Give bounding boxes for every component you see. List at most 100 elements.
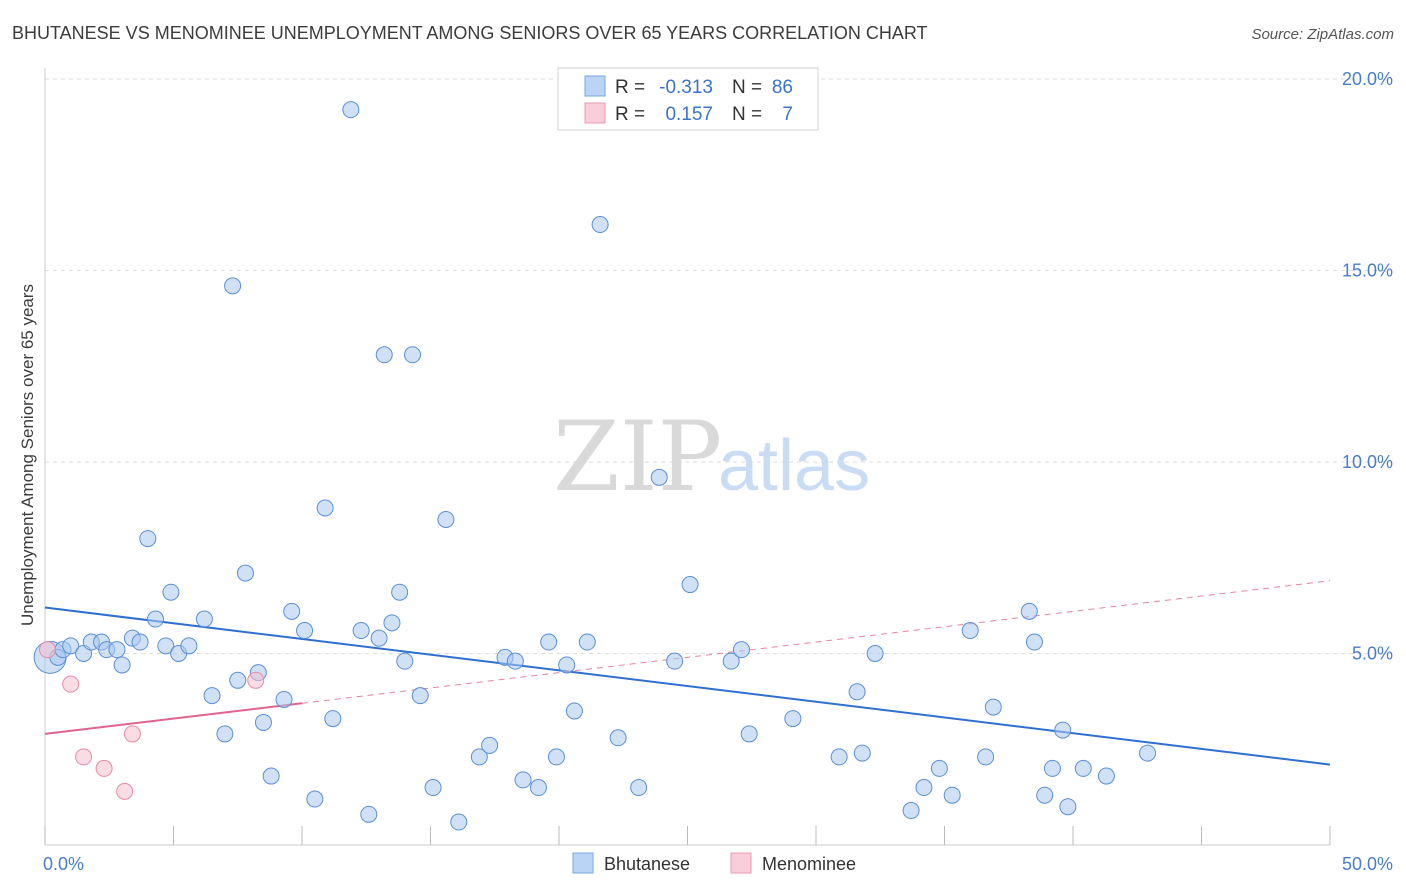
- point-bhutanese: [113, 656, 131, 674]
- series-legend-swatch-bhutanese: [572, 852, 594, 874]
- point-bhutanese: [681, 576, 699, 594]
- tick-labels: 20.0% 15.0% 10.0% 5.0% 0.0% 50.0%: [43, 69, 1393, 874]
- point-bhutanese: [1054, 721, 1072, 739]
- stats-n-label-menominee: N =: [732, 104, 762, 125]
- point-bhutanese: [306, 790, 324, 808]
- point-bhutanese: [283, 602, 301, 620]
- series-legend: Bhutanese Menominee: [572, 852, 856, 874]
- point-bhutanese: [1043, 759, 1061, 777]
- point-menominee: [116, 782, 134, 800]
- point-bhutanese: [630, 779, 648, 797]
- point-bhutanese: [424, 779, 442, 797]
- point-bhutanese: [370, 629, 388, 647]
- x-tick-label: 0.0%: [43, 854, 84, 874]
- point-bhutanese: [722, 652, 740, 670]
- stats-legend: R = -0.313 N = 86 R = 0.157 N = 7: [557, 67, 819, 131]
- point-bhutanese: [547, 748, 565, 766]
- point-menominee: [95, 759, 113, 777]
- point-bhutanese: [157, 637, 175, 655]
- point-bhutanese: [342, 101, 360, 119]
- watermark-atlas: atlas: [718, 426, 870, 506]
- point-bhutanese: [1059, 798, 1077, 816]
- trend-line-bhutanese: [44, 606, 1331, 766]
- stats-n-value-menominee: 7: [782, 104, 793, 125]
- axes: [44, 68, 1331, 846]
- point-bhutanese: [650, 468, 668, 486]
- point-bhutanese: [977, 748, 995, 766]
- point-bhutanese: [383, 614, 401, 632]
- stats-legend-swatch-menominee: [584, 102, 606, 124]
- point-bhutanese: [984, 698, 1002, 716]
- point-bhutanese: [915, 779, 933, 797]
- chart-title: BHUTANESE VS MENOMINEE UNEMPLOYMENT AMON…: [12, 23, 928, 43]
- point-bhutanese: [195, 610, 213, 628]
- point-bhutanese: [930, 759, 948, 777]
- point-bhutanese: [391, 583, 409, 601]
- y-tick-label: 5.0%: [1352, 644, 1393, 664]
- point-bhutanese: [411, 687, 429, 705]
- point-bhutanese: [180, 637, 198, 655]
- watermark: ZIP atlas: [553, 401, 870, 513]
- point-bhutanese: [450, 813, 468, 831]
- point-bhutanese: [784, 710, 802, 728]
- point-bhutanese: [139, 530, 157, 548]
- stats-n-label-bhutanese: N =: [732, 77, 762, 98]
- point-bhutanese: [404, 346, 422, 364]
- stats-n-value-bhutanese: 86: [772, 77, 793, 98]
- point-bhutanese: [666, 652, 684, 670]
- point-bhutanese: [147, 610, 165, 628]
- point-bhutanese: [162, 583, 180, 601]
- point-bhutanese: [902, 802, 920, 820]
- point-bhutanese: [396, 652, 414, 670]
- series-legend-swatch-menominee: [730, 852, 752, 874]
- point-bhutanese: [609, 729, 627, 747]
- point-bhutanese: [375, 346, 393, 364]
- point-bhutanese: [1036, 786, 1054, 804]
- point-bhutanese: [578, 633, 596, 651]
- point-bhutanese: [360, 805, 378, 823]
- point-bhutanese: [740, 725, 758, 743]
- point-bhutanese: [131, 633, 149, 651]
- point-bhutanese: [254, 713, 272, 731]
- trend-lines: [44, 580, 1331, 766]
- stats-r-label-menominee: R =: [615, 104, 645, 125]
- point-bhutanese: [529, 779, 547, 797]
- series-legend-label-bhutanese: Bhutanese: [604, 854, 690, 874]
- stats-legend-swatch-bhutanese: [584, 75, 606, 97]
- point-bhutanese: [352, 622, 370, 640]
- point-bhutanese: [224, 277, 242, 295]
- point-bhutanese: [316, 499, 334, 517]
- series-legend-label-menominee: Menominee: [762, 854, 856, 874]
- point-bhutanese: [437, 510, 455, 528]
- point-bhutanese: [62, 637, 80, 655]
- point-bhutanese: [961, 622, 979, 640]
- point-bhutanese: [1139, 744, 1157, 762]
- point-bhutanese: [565, 702, 583, 720]
- point-bhutanese: [853, 744, 871, 762]
- point-bhutanese: [262, 767, 280, 785]
- x-tick-label: 50.0%: [1342, 854, 1393, 874]
- point-bhutanese: [540, 633, 558, 651]
- y-tick-label: 15.0%: [1342, 261, 1393, 281]
- y-axis-label: Unemployment Among Seniors over 65 years: [18, 284, 37, 626]
- point-bhutanese: [732, 641, 750, 659]
- point-bhutanese: [108, 641, 126, 659]
- point-bhutanese: [943, 786, 961, 804]
- point-bhutanese: [1025, 633, 1043, 651]
- chart-source: Source: ZipAtlas.com: [1251, 26, 1394, 43]
- point-bhutanese: [216, 725, 234, 743]
- point-menominee: [247, 671, 265, 689]
- point-bhutanese: [229, 671, 247, 689]
- point-menominee: [39, 641, 57, 659]
- point-bhutanese: [203, 687, 221, 705]
- trend-line-menominee-extension: [301, 580, 1331, 704]
- stats-r-value-bhutanese: -0.313: [659, 77, 713, 98]
- y-tick-label: 10.0%: [1342, 452, 1393, 472]
- point-bhutanese: [1020, 602, 1038, 620]
- point-menominee: [62, 675, 80, 693]
- point-bhutanese: [558, 656, 576, 674]
- point-bhutanese: [324, 710, 342, 728]
- point-bhutanese: [481, 736, 499, 754]
- point-bhutanese: [296, 622, 314, 640]
